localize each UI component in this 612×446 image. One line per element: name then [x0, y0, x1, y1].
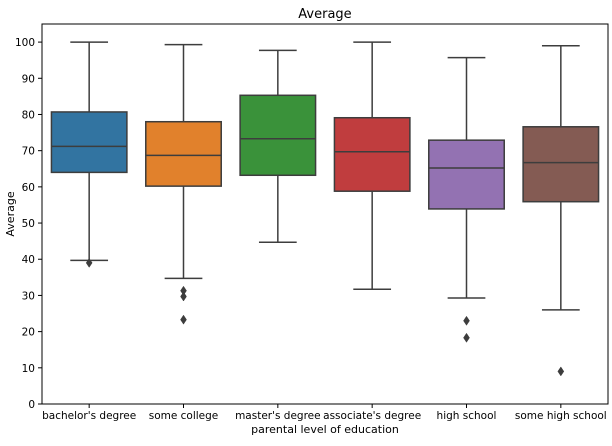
- x-axis-label: parental level of education: [251, 423, 399, 436]
- box-iqr: [428, 139, 505, 210]
- box-group: [522, 44, 600, 377]
- outlier-point: [180, 291, 187, 302]
- box-group: [239, 49, 317, 243]
- y-tick-label: 10: [22, 363, 35, 375]
- y-tick-label: 60: [22, 182, 35, 194]
- box-group: [428, 56, 505, 343]
- y-tick-label: 50: [22, 218, 35, 230]
- box-iqr: [145, 120, 222, 187]
- outlier-point: [463, 332, 470, 343]
- box-iqr: [50, 111, 128, 174]
- y-axis: 0 10 20 30 40 50 60 70 80 90 100: [15, 37, 42, 411]
- boxes: [50, 41, 600, 377]
- outlier-point: [463, 315, 470, 326]
- y-tick-label: 90: [22, 73, 35, 85]
- box-group: [50, 41, 128, 268]
- y-tick-label: 100: [15, 37, 35, 49]
- y-tick-label: 80: [22, 109, 35, 121]
- y-tick-label: 0: [28, 399, 35, 411]
- x-axis: bachelor's degree some college master's de…: [42, 404, 607, 422]
- x-tick-label: some college: [149, 410, 219, 422]
- outlier-point: [180, 314, 187, 325]
- plot-frame: [41, 23, 609, 405]
- box-group: [145, 43, 222, 325]
- box-iqr: [333, 116, 411, 192]
- y-tick-label: 70: [22, 146, 35, 158]
- x-tick-label: master's degree: [235, 410, 321, 422]
- outlier-point: [557, 366, 565, 377]
- box-group: [333, 41, 411, 291]
- chart-title: Average: [298, 7, 351, 22]
- box-iqr: [239, 94, 317, 177]
- x-tick-label: some high school: [515, 410, 607, 422]
- outlier-point: [85, 257, 93, 268]
- y-tick-label: 40: [22, 254, 35, 266]
- x-tick-label: associate's degree: [323, 410, 421, 422]
- y-tick-label: 30: [22, 290, 35, 302]
- y-axis-label: Average: [4, 191, 17, 236]
- box-iqr: [522, 126, 600, 203]
- y-tick-label: 20: [22, 327, 35, 339]
- x-tick-label: high school: [437, 410, 497, 422]
- x-tick-label: bachelor's degree: [42, 410, 136, 422]
